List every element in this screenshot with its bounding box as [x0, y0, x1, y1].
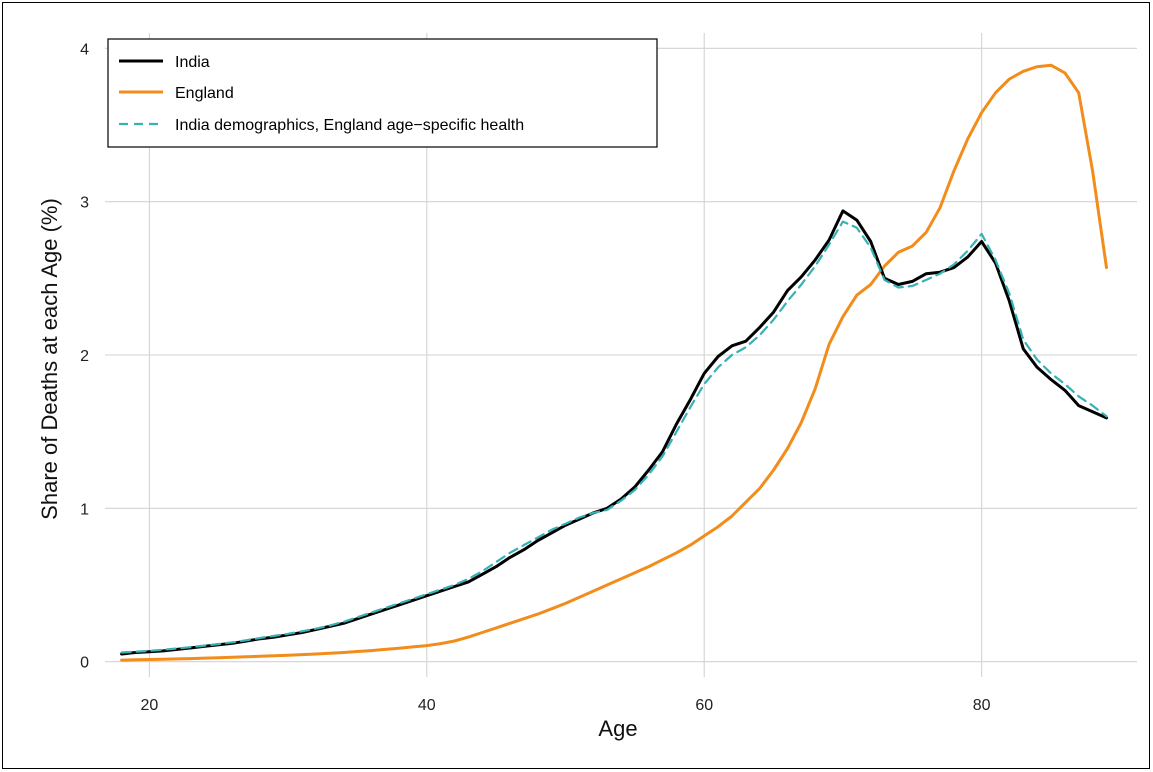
x-tick-label: 40: [418, 697, 436, 714]
series-line-india: [122, 211, 1107, 654]
x-tick-label: 20: [140, 697, 158, 714]
legend-label-england: England: [175, 85, 234, 102]
legend: India England India demographics, Englan…: [108, 39, 657, 147]
x-tick-label: 60: [695, 697, 713, 714]
legend-label-india: India: [175, 54, 210, 71]
series-line-counterfactual: [122, 222, 1107, 653]
line-chart: 0 1 2 3 4 20 40 60 80 Age Share of Deaths at eac…: [3, 3, 1151, 770]
y-tick-label: 1: [80, 501, 89, 518]
legend-label-counterfactual: India demographics, England age−specific…: [175, 117, 524, 134]
y-tick-label: 4: [80, 41, 89, 58]
x-axis-title: Age: [598, 716, 637, 741]
series-layer: [122, 65, 1107, 660]
y-tick-label: 2: [80, 348, 89, 365]
series-line-england: [122, 65, 1107, 660]
y-tick-label: 0: [80, 655, 89, 672]
x-tick-label: 80: [973, 697, 991, 714]
y-axis-title: Share of Deaths at each Age (%): [37, 198, 62, 520]
y-tick-label: 3: [80, 195, 89, 212]
